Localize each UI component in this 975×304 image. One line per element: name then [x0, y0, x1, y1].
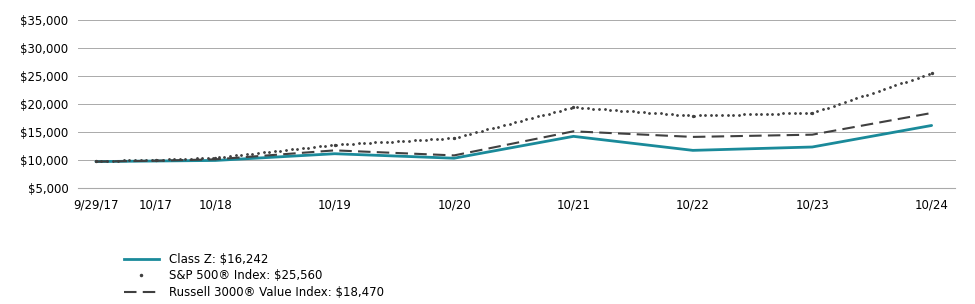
Legend: Class Z: $16,242, S&P 500® Index: $25,560, Russell 3000® Value Index: $18,470: Class Z: $16,242, S&P 500® Index: $25,56… [119, 248, 388, 304]
